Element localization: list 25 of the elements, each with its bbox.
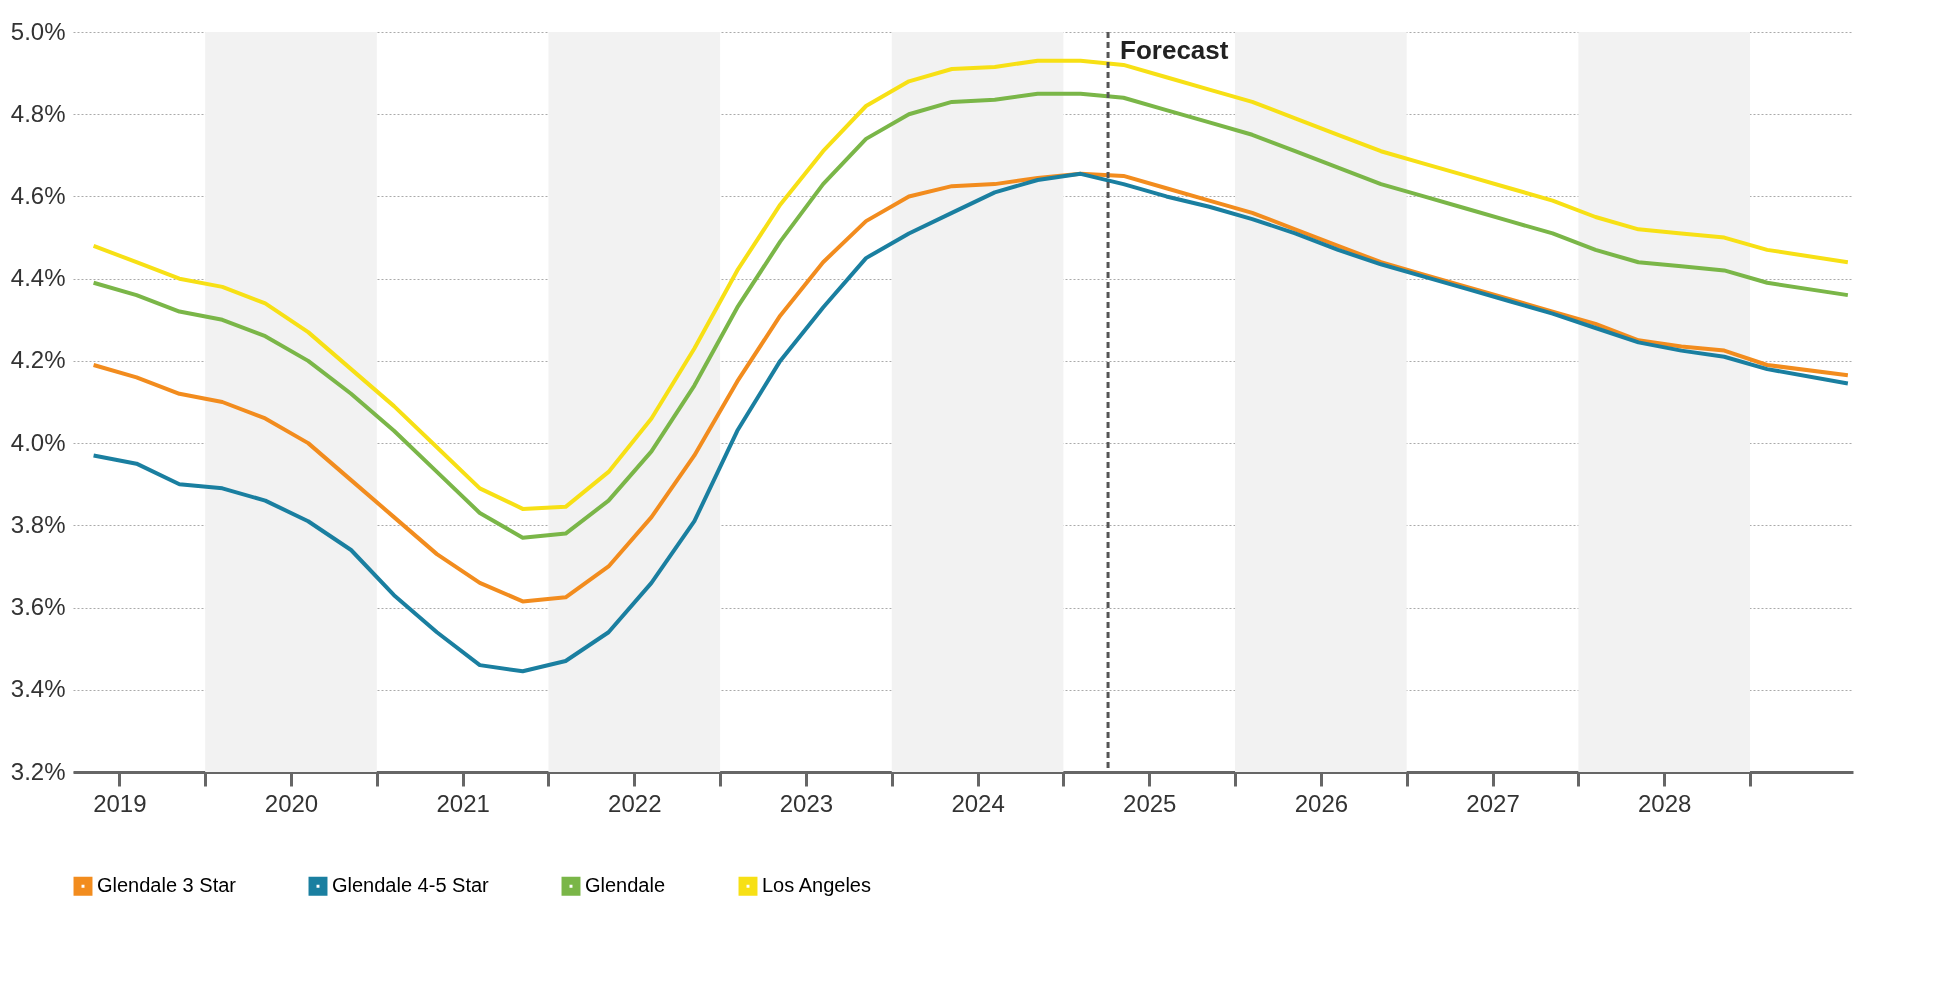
- y-tick-label: 5.0%: [10, 17, 66, 45]
- y-tick-label: 3.4%: [10, 675, 66, 703]
- ref-line-label: Forecast: [1120, 35, 1229, 65]
- x-tick-label: 2025: [1123, 789, 1177, 817]
- x-tick-label: 2024: [951, 789, 1005, 817]
- y-tick-label: 4.0%: [10, 428, 66, 456]
- y-tick-label: 3.6%: [10, 593, 66, 621]
- legend-label: Glendale: [585, 874, 666, 897]
- y-tick-label: 4.4%: [10, 264, 66, 292]
- y-tick-label: 4.2%: [10, 346, 66, 374]
- legend-label: Glendale 4-5 Star: [332, 874, 490, 897]
- y-tick-label: 3.2%: [10, 757, 66, 785]
- y-tick-label: 4.8%: [10, 99, 66, 127]
- x-tick-label: 2028: [1637, 789, 1692, 817]
- x-tick-label: 2023: [779, 789, 834, 817]
- x-tick-label: 2019: [93, 789, 147, 817]
- y-tick-label: 3.8%: [10, 510, 66, 538]
- x-tick-label: 2021: [436, 789, 490, 817]
- x-tick-label: 2020: [264, 789, 319, 817]
- x-tick-label: 2027: [1466, 789, 1520, 817]
- y-tick-label: 4.6%: [10, 181, 66, 209]
- x-tick-label: 2022: [608, 789, 662, 817]
- legend-label: Los Angeles: [762, 874, 871, 897]
- x-tick-label: 2026: [1294, 789, 1349, 817]
- legend-label: Glendale 3 Star: [97, 874, 237, 897]
